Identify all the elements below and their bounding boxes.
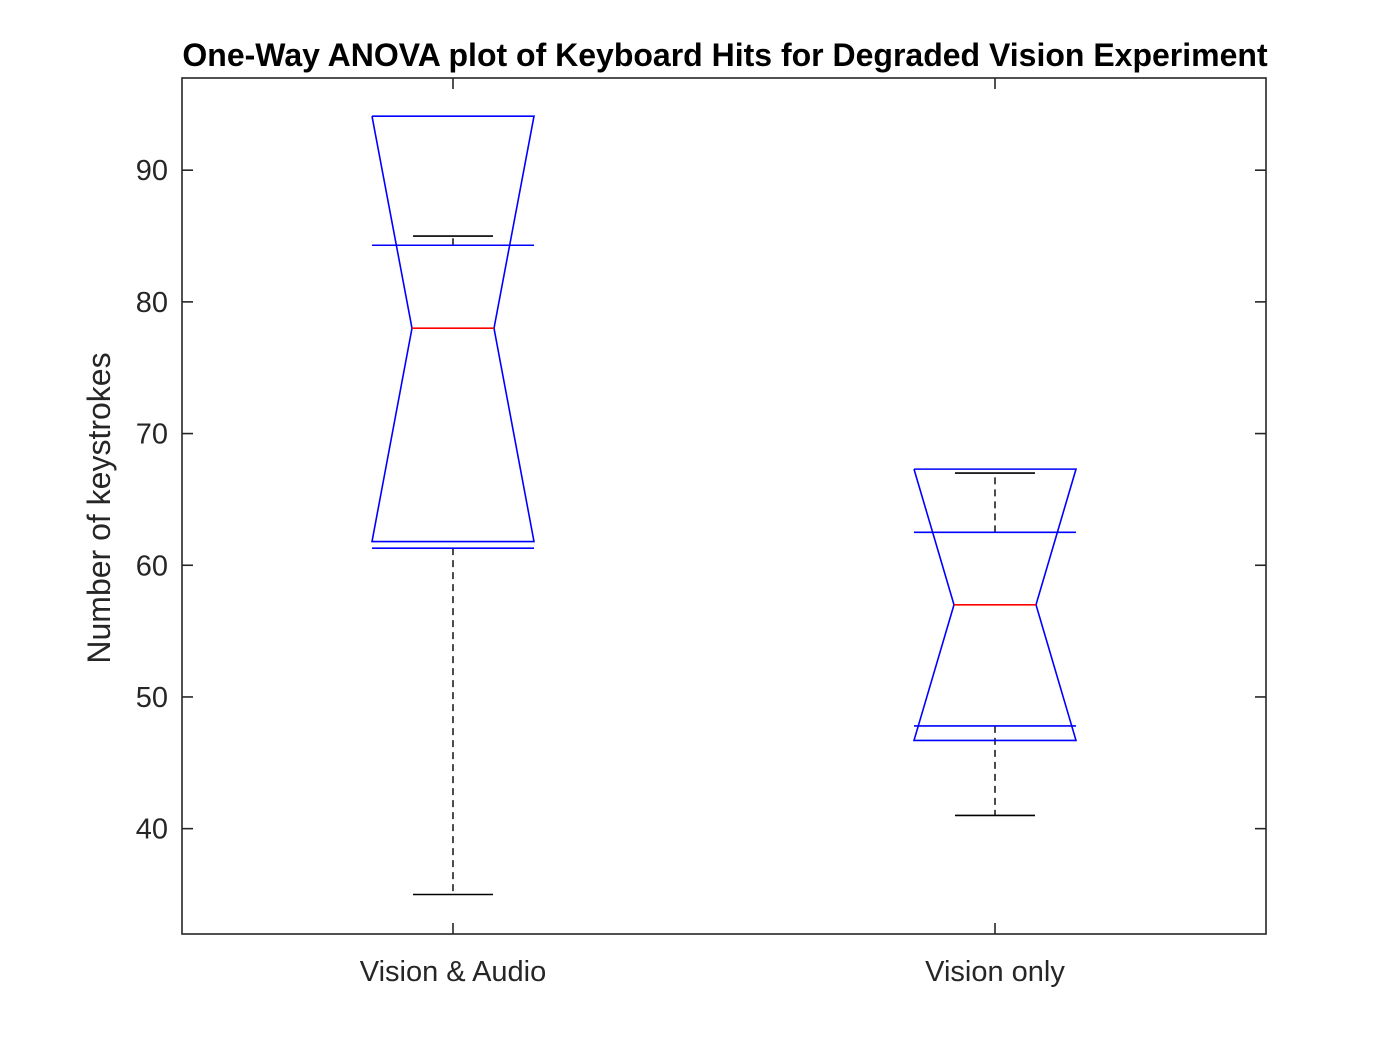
y-tick-label: 40 — [136, 814, 168, 846]
box-plot-2 — [912, 468, 1078, 817]
box-plot-1 — [371, 115, 535, 896]
box-plots — [371, 115, 1078, 896]
y-tick-label: 70 — [136, 419, 168, 451]
y-tick-label: 50 — [136, 682, 168, 714]
x-tick-label: Vision & Audio — [360, 956, 547, 988]
x-tick-label: Vision only — [925, 956, 1065, 988]
y-tick-label: 80 — [136, 287, 168, 319]
y-tick-label: 90 — [136, 155, 168, 187]
y-axis-label: Number of keystrokes — [81, 352, 117, 663]
y-tick-label: 60 — [136, 550, 168, 582]
axes: 40 50 60 70 80 90 Vision & Audio Vision only — [136, 77, 1267, 988]
plot-area-frame — [181, 77, 1267, 935]
chart-title: One-Way ANOVA plot of Keyboard Hits for … — [182, 37, 1268, 73]
